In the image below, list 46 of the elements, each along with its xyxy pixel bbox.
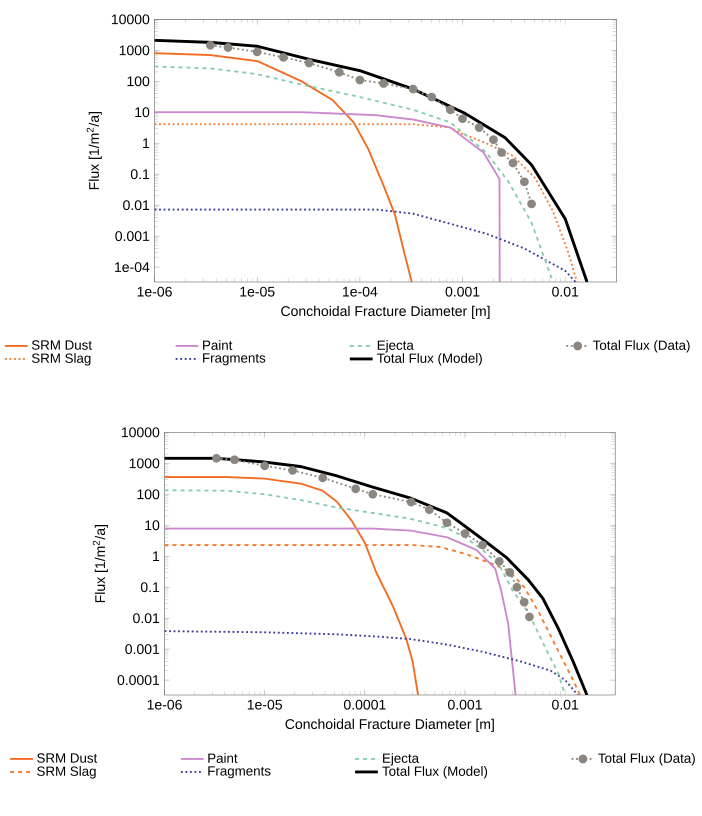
legend-label: SRM Slag bbox=[36, 766, 96, 779]
y-tick-label: 100 bbox=[127, 76, 150, 86]
x-tick-label: 1e-06 bbox=[148, 700, 182, 710]
x-tick-label: 1e-05 bbox=[240, 286, 274, 297]
legend-label: Total Flux (Data) bbox=[598, 753, 695, 766]
legend-label: Total Flux (Model) bbox=[382, 766, 487, 779]
y-tick-label: 0.001 bbox=[115, 231, 149, 242]
x-axis-title: Conchoidal Fracture Diameter [m] bbox=[285, 718, 494, 732]
x-axis-title: Conchoidal Fracture Diameter [m] bbox=[281, 306, 490, 319]
y-tick-label: 0.001 bbox=[125, 644, 159, 654]
y-tick-label: 1e-04 bbox=[114, 262, 150, 272]
y-tick-label: 0.01 bbox=[122, 200, 149, 210]
y-tick-label: 1 bbox=[152, 551, 159, 562]
y-tick-label: 0.1 bbox=[140, 582, 159, 592]
legend-label: SRM Dust bbox=[36, 753, 97, 763]
y-axis-title: Flux [1/m$^{2}$/a] bbox=[92, 525, 108, 602]
y-tick-label: 0.0001 bbox=[117, 675, 159, 686]
x-tick-label: 0.01 bbox=[552, 700, 578, 710]
x-tick-label: 0.0001 bbox=[344, 700, 386, 710]
legend-label: Fragments bbox=[208, 766, 270, 778]
x-tick-label: 0.01 bbox=[552, 286, 578, 297]
legend-label: Total Flux (Model) bbox=[376, 353, 482, 366]
y-axis-title: Flux [1/m$^{2}$/a] bbox=[86, 112, 102, 190]
y-tick-label: 1 bbox=[142, 138, 149, 148]
legend-label: SRM Dust bbox=[32, 340, 92, 350]
legend-label: Paint bbox=[202, 340, 232, 350]
legend-label: Ejecta bbox=[378, 340, 414, 353]
x-tick-label: 0.001 bbox=[445, 286, 480, 297]
y-tick-label: 10 bbox=[145, 520, 160, 530]
x-tick-label: 1e-04 bbox=[342, 286, 378, 297]
legend-label: Ejecta bbox=[382, 753, 419, 766]
y-tick-label: 10000 bbox=[122, 427, 160, 438]
y-tick-label: 0.01 bbox=[132, 613, 159, 624]
y-tick-label: 1000 bbox=[120, 45, 150, 56]
y-tick-label: 1000 bbox=[130, 458, 160, 468]
x-tick-label: 1e-05 bbox=[248, 700, 282, 710]
x-tick-label: 1e-06 bbox=[138, 286, 172, 297]
y-tick-label: 10 bbox=[135, 107, 150, 118]
y-tick-label: 0.1 bbox=[130, 169, 149, 180]
x-tick-label: 0.001 bbox=[448, 700, 482, 710]
legend-label: Fragments bbox=[202, 353, 266, 366]
legend-label: Total Flux (Data) bbox=[592, 340, 690, 353]
legend-label: SRM Slag bbox=[32, 353, 90, 366]
y-tick-label: 10000 bbox=[112, 14, 150, 24]
y-tick-label: 100 bbox=[137, 489, 160, 500]
legend-label: Paint bbox=[208, 753, 238, 763]
